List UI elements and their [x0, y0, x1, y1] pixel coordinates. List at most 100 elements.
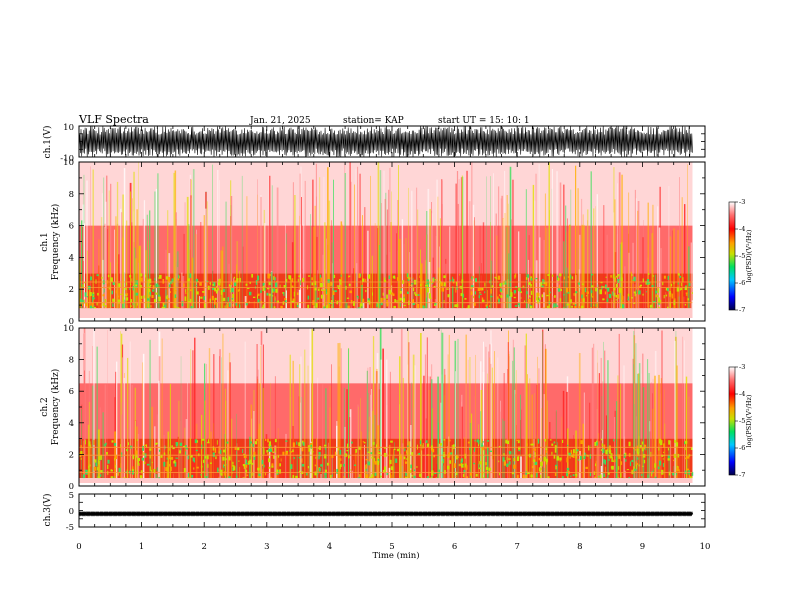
ch2-spec-speckle	[315, 456, 317, 459]
ch2-spec-speckle	[389, 474, 392, 480]
ch1-spec-streak	[645, 288, 646, 309]
ch2-spec-speckle	[220, 450, 222, 454]
ch1-spec-streak	[174, 170, 177, 309]
ch1-spec-speckle	[406, 273, 409, 277]
ch2-spec-medium-band	[79, 383, 693, 439]
ch1-spec-speckle	[178, 274, 180, 279]
ch2-spec-streak	[222, 333, 224, 479]
ch1-spec-streak	[298, 289, 301, 309]
ch2-spec-speckle	[534, 452, 536, 458]
ch2-spec-speckle	[194, 439, 197, 444]
ch2-spec-streak	[491, 459, 494, 479]
ch2-spec-speckle	[466, 476, 468, 479]
ch2-spec-speckle	[228, 456, 231, 461]
ch2-spec-speckle	[317, 447, 319, 450]
ch1-spec-speckle	[328, 302, 332, 304]
ch1-spec-speckle	[667, 288, 669, 292]
ch1-spec-streak	[508, 296, 511, 309]
ch2-spec-speckle	[311, 451, 314, 453]
ch2-spec-speckle	[613, 439, 615, 442]
ch1-spec-speckle	[461, 282, 463, 284]
ch1-spec-speckle	[421, 281, 423, 286]
ch1-spec-streak	[495, 213, 497, 309]
ch1-spec-streak	[666, 301, 668, 309]
ch1-spec-speckle	[498, 294, 500, 297]
ch1-spec-streak	[543, 239, 545, 309]
ch1-spec-streak	[286, 233, 287, 309]
ch2-spec-speckle	[533, 459, 536, 462]
ch1-spec-streak	[672, 306, 673, 309]
ch1-spec-streak	[493, 173, 494, 309]
ch1-spec-streak	[312, 226, 315, 309]
ch2-spec-speckle	[539, 474, 542, 480]
ch2-spec-speckle	[650, 451, 652, 457]
ch1-spec-speckle	[574, 304, 577, 306]
ch2-spec-streak	[605, 415, 607, 479]
ch2-spec-speckle	[138, 463, 140, 466]
ch1-spec-streak	[564, 241, 565, 309]
time-axis-label: Time (min)	[372, 550, 419, 561]
ch2-spec-speckle	[608, 459, 610, 461]
ch1-spec-speckle	[319, 282, 323, 287]
ch2-spec-speckle	[641, 447, 644, 452]
ch3-waveform-line	[78, 511, 694, 517]
ch2-spec-streak	[538, 368, 540, 479]
ch2-spec-ytick-label: 6	[69, 387, 74, 397]
ch1-spec-speckle	[667, 275, 669, 280]
ch1-spec-speckle	[581, 294, 583, 299]
ch1-spec-streak	[502, 218, 504, 309]
ch2-spec-streak	[483, 445, 485, 479]
ch2-spec-speckle	[168, 463, 171, 467]
ch1-spec-speckle	[170, 291, 171, 293]
ch1-spec-speckle	[307, 304, 310, 310]
ch1-spec-speckle	[557, 288, 561, 292]
ch1-spec-speckle	[102, 302, 105, 306]
ch1-spec-speckle	[168, 284, 171, 289]
ch1-spec-streak	[181, 272, 183, 309]
ch2-spec-speckle	[106, 452, 108, 455]
ch1-spec-speckle	[552, 274, 554, 277]
ch1-spec-streak	[507, 279, 509, 309]
ch1-spec-streak	[546, 227, 548, 309]
ch1-spec-streak	[285, 224, 286, 309]
ch1-spec-streak	[551, 169, 553, 309]
ch1-spec-speckle	[657, 288, 659, 293]
ch3-ytick-top: 5	[69, 491, 74, 501]
ch1-spec-speckle	[232, 303, 234, 307]
ch1-spec-streak	[503, 218, 504, 309]
ch2-spec-speckle	[566, 467, 570, 471]
ch1-spec-streak	[643, 220, 644, 309]
ch2-spec-speckle	[411, 452, 413, 456]
ch1-spec-streak	[147, 279, 150, 309]
ch1-spec-speckle	[204, 303, 206, 309]
ch1-spec-speckle	[148, 286, 151, 288]
ch2-spec-streak	[289, 459, 291, 479]
ch2-spec-speckle	[222, 456, 225, 461]
ch1-spec-speckle	[206, 280, 209, 282]
ch1-spec-speckle	[110, 277, 113, 282]
ch1-spec-streak	[578, 269, 580, 309]
ch2-spec-streak	[204, 400, 206, 479]
ch2-spec-streak	[378, 389, 381, 479]
ch1-spec-speckle	[677, 273, 680, 276]
ch1-spec-speckle	[614, 292, 616, 297]
ch1-spec-streak	[340, 221, 343, 309]
ch1-spec-speckle	[199, 282, 202, 286]
ch2-spec-streak	[591, 347, 593, 479]
ch1-spec-speckle	[519, 288, 521, 292]
ch1-spec-speckle	[514, 305, 518, 307]
ch2-spec-streak	[258, 423, 261, 479]
ch2-spec-speckle	[340, 465, 341, 470]
ch1-spec-speckle	[500, 291, 503, 293]
ch1-spec-streak	[344, 173, 346, 309]
ch1-spec-speckle	[575, 291, 578, 294]
ch2-spec-speckle	[143, 444, 146, 446]
ch2-spec-streak	[369, 367, 371, 479]
ch2-spec-speckle	[223, 464, 225, 468]
ch2-spec-streak	[382, 412, 384, 479]
ch1-spec-speckle	[566, 303, 569, 306]
ch1-spec-speckle	[470, 291, 473, 295]
ch2-spec-speckle	[308, 445, 311, 448]
ch2-spec-speckle	[155, 442, 159, 445]
ch2-spec-speckle	[610, 466, 612, 469]
